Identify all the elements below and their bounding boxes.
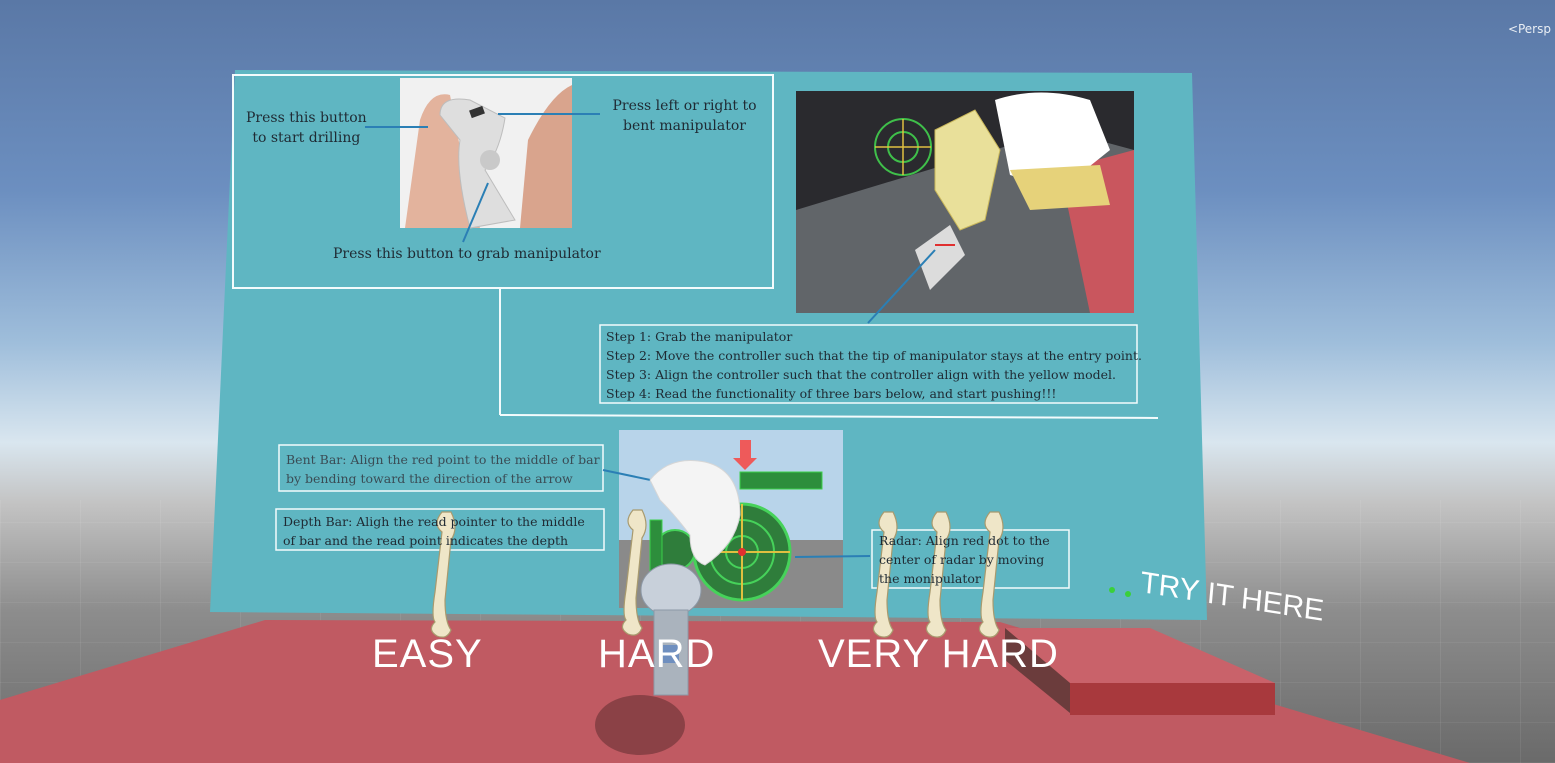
level-very-hard[interactable]: VERY HARD (818, 632, 1059, 676)
side-platform-front (1070, 683, 1275, 715)
vr-hand (649, 459, 741, 566)
bent-bar-box (278, 444, 604, 492)
perspective-gizmo-label[interactable]: <Persp (1507, 22, 1551, 36)
hand-shadow (595, 695, 685, 755)
side-platform-side (1005, 628, 1070, 713)
radar-image (619, 430, 843, 608)
green-dot (1109, 587, 1115, 593)
depth-bar-label: Depth Bar: Aligh the read pointer to the… (283, 514, 585, 548)
level-easy[interactable]: EASY (372, 632, 483, 676)
level-hard[interactable]: HARD (598, 632, 716, 676)
green-dot (1125, 591, 1131, 597)
side-platform-top (1005, 628, 1275, 683)
controller-photo (400, 78, 572, 229)
arrow-grab (462, 182, 489, 243)
controller-frame (232, 74, 774, 289)
radar-label: Radar: Align red dot to the center of ra… (879, 533, 1050, 586)
step-item: Step 1: Grab the manipulator (606, 329, 793, 344)
connector-line-h (499, 414, 1159, 419)
femur-bones (430, 509, 1004, 638)
steps-box (599, 324, 1138, 404)
step-item: Step 3: Align the controller such that t… (606, 367, 1116, 382)
step-item: Step 2: Move the controller such that th… (606, 348, 1142, 363)
radar-box (871, 529, 1070, 589)
start-drilling-label: Press this button to start drilling (246, 110, 367, 146)
arrow-to-steps (867, 249, 936, 324)
arrow-radar (794, 555, 871, 558)
step-item: Step 4: Read the functionality of three … (606, 386, 1057, 401)
sim-screenshot (796, 91, 1134, 313)
bent-manipulator-label: Press left or right to bent manipulator (612, 98, 757, 134)
bent-bar-label: Bent Bar: Align the red point to the mid… (286, 452, 600, 486)
drill-manipulator (640, 563, 702, 696)
grab-manipulator-label: Press this button to grab manipulator (333, 246, 601, 262)
steps-list: Step 1: Grab the manipulator Step 2: Mov… (606, 327, 1142, 403)
